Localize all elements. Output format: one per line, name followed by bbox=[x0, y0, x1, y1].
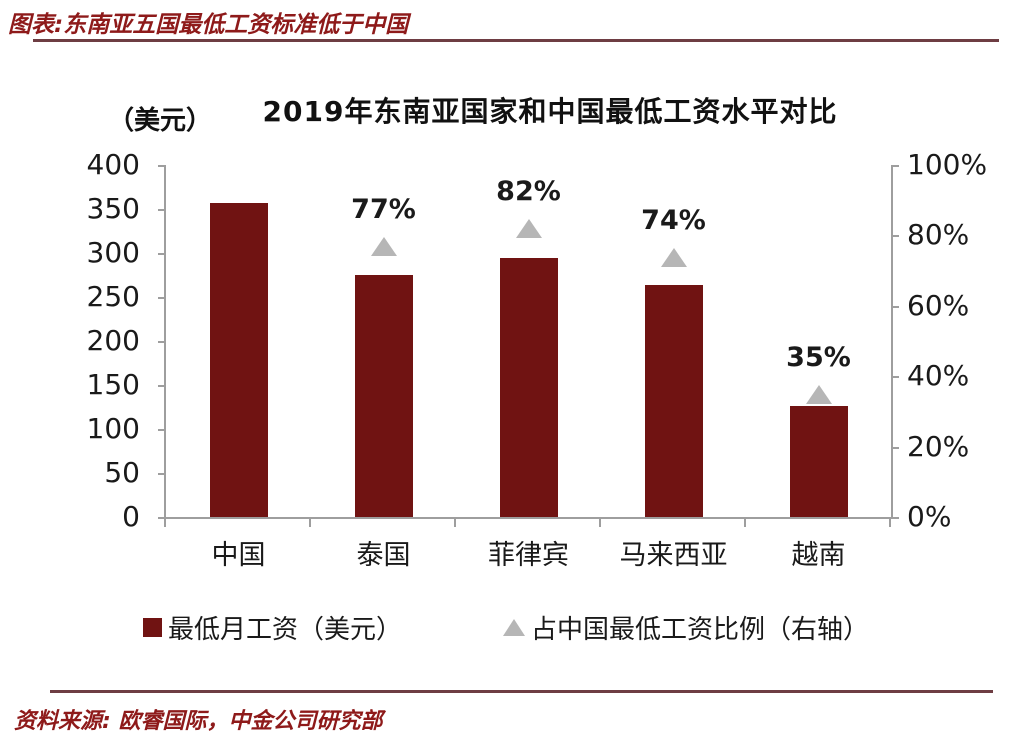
legend-label: 占中国最低工资比例（右轴） bbox=[531, 614, 870, 645]
y-axis-left-tick bbox=[158, 385, 164, 387]
legend-label: 最低月工资（美元） bbox=[168, 614, 403, 645]
y-axis-label-left: 0 bbox=[122, 500, 140, 533]
y-axis-label-right: 20% bbox=[907, 429, 970, 463]
x-axis-tick bbox=[164, 519, 166, 527]
y-axis-left-tick bbox=[158, 297, 164, 299]
y-axis-right-tick bbox=[893, 517, 899, 519]
y-axis-left bbox=[164, 165, 166, 517]
triangle-series-swatch-icon bbox=[503, 618, 525, 636]
y-axis-label-left: 300 bbox=[86, 236, 140, 269]
bar-4 bbox=[644, 284, 703, 517]
y-axis-right-tick bbox=[893, 376, 899, 379]
y-axis-right-tick bbox=[893, 446, 899, 449]
source-note: 资料来源: 欧睿国际，中金公司研究部 bbox=[14, 709, 383, 734]
y-axis-label-left: 250 bbox=[86, 280, 140, 313]
triangle-marker bbox=[370, 236, 397, 256]
category-label: 马来西亚 bbox=[619, 540, 728, 571]
percent-label: 35% bbox=[786, 341, 851, 373]
y-axis-label-right: 80% bbox=[907, 218, 970, 252]
legend-item-ratio: 占中国最低工资比例（右轴） bbox=[503, 610, 870, 645]
chart-title: 2019年东南亚国家和中国最低工资水平对比 bbox=[262, 95, 838, 128]
header-divider-rule bbox=[33, 39, 999, 42]
y-axis-label-left: 50 bbox=[104, 456, 140, 489]
triangle-marker bbox=[805, 384, 832, 404]
y-axis-label-left: 400 bbox=[86, 148, 140, 181]
category-label: 越南 bbox=[791, 540, 846, 571]
x-axis-tick bbox=[744, 519, 746, 527]
y-axis-right bbox=[891, 165, 893, 517]
y-axis-right-tick bbox=[893, 305, 899, 308]
y-axis-label-left: 100 bbox=[86, 412, 140, 445]
bar-3 bbox=[499, 258, 558, 517]
y-axis-left-tick bbox=[158, 341, 164, 343]
bar-5 bbox=[789, 406, 848, 517]
left-axis-unit-label: （美元） bbox=[108, 106, 213, 136]
y-axis-label-left: 350 bbox=[86, 192, 140, 225]
x-axis-tick bbox=[599, 519, 601, 527]
y-axis-left-tick bbox=[158, 473, 164, 475]
y-axis-label-right: 100% bbox=[907, 148, 988, 181]
footer-divider-rule bbox=[50, 690, 993, 693]
y-axis-left-tick bbox=[158, 165, 164, 167]
y-axis-left-tick bbox=[158, 517, 164, 519]
triangle-marker bbox=[660, 247, 687, 267]
x-axis-tick bbox=[309, 519, 311, 527]
percent-label: 77% bbox=[351, 193, 416, 225]
y-axis-label-left: 150 bbox=[86, 368, 140, 401]
bar-1 bbox=[209, 202, 268, 517]
y-axis-label-right: 40% bbox=[907, 359, 970, 393]
bar-series-swatch-icon bbox=[143, 617, 162, 637]
y-axis-left-tick bbox=[158, 209, 164, 211]
triangle-marker bbox=[515, 219, 542, 239]
percent-label: 74% bbox=[641, 204, 706, 236]
y-axis-right-tick bbox=[893, 235, 899, 238]
figure-header-title: 图表:东南亚五国最低工资标准低于中国 bbox=[8, 12, 409, 38]
y-axis-label-left: 200 bbox=[86, 324, 140, 357]
x-axis-tick bbox=[454, 519, 456, 527]
y-axis-label-right: 60% bbox=[907, 288, 970, 322]
percent-label: 82% bbox=[496, 176, 561, 208]
x-axis bbox=[164, 517, 893, 519]
y-axis-left-tick bbox=[158, 429, 164, 431]
y-axis-left-tick bbox=[158, 253, 164, 255]
category-label: 菲律宾 bbox=[488, 540, 569, 571]
category-label: 中国 bbox=[211, 540, 266, 571]
bar-2 bbox=[354, 275, 413, 517]
x-axis-tick bbox=[889, 519, 891, 527]
category-label: 泰国 bbox=[356, 540, 411, 571]
legend-item-min-wage: 最低月工资（美元） bbox=[143, 610, 403, 645]
y-axis-right-tick bbox=[893, 165, 899, 167]
y-axis-label-right: 0% bbox=[907, 500, 952, 533]
